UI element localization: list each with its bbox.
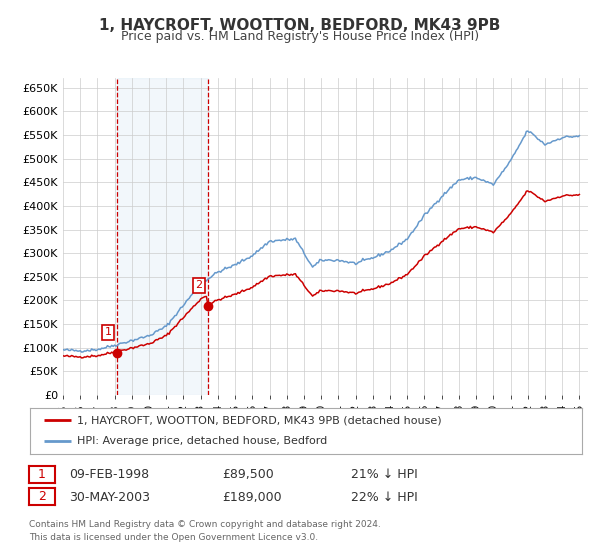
Text: Price paid vs. HM Land Registry's House Price Index (HPI): Price paid vs. HM Land Registry's House …: [121, 30, 479, 43]
Bar: [117, 78, 208, 395]
Text: 2: 2: [196, 281, 203, 291]
Text: HPI: Average price, detached house, Bedford: HPI: Average price, detached house, Bedf…: [77, 436, 327, 446]
Text: 2: 2: [38, 490, 46, 503]
Text: 22% ↓ HPI: 22% ↓ HPI: [351, 491, 418, 504]
Text: 09-FEB-1998: 09-FEB-1998: [69, 468, 149, 482]
Text: £189,000: £189,000: [222, 491, 281, 504]
Text: Contains HM Land Registry data © Crown copyright and database right 2024.: Contains HM Land Registry data © Crown c…: [29, 520, 380, 529]
Text: 1: 1: [104, 328, 112, 338]
Text: This data is licensed under the Open Government Licence v3.0.: This data is licensed under the Open Gov…: [29, 533, 318, 542]
Text: 21% ↓ HPI: 21% ↓ HPI: [351, 468, 418, 482]
Text: 30-MAY-2003: 30-MAY-2003: [69, 491, 150, 504]
Text: 1, HAYCROFT, WOOTTON, BEDFORD, MK43 9PB (detached house): 1, HAYCROFT, WOOTTON, BEDFORD, MK43 9PB …: [77, 415, 442, 425]
Text: 1: 1: [38, 468, 46, 481]
Text: £89,500: £89,500: [222, 468, 274, 482]
Text: 1, HAYCROFT, WOOTTON, BEDFORD, MK43 9PB: 1, HAYCROFT, WOOTTON, BEDFORD, MK43 9PB: [100, 18, 500, 33]
